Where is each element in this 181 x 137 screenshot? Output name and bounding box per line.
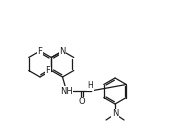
- Text: N: N: [112, 109, 118, 119]
- Text: F: F: [45, 66, 50, 75]
- Text: O: O: [78, 98, 85, 106]
- Text: F: F: [38, 46, 42, 55]
- Text: N: N: [59, 46, 66, 55]
- Text: H: H: [88, 82, 93, 91]
- Text: NH: NH: [60, 86, 73, 95]
